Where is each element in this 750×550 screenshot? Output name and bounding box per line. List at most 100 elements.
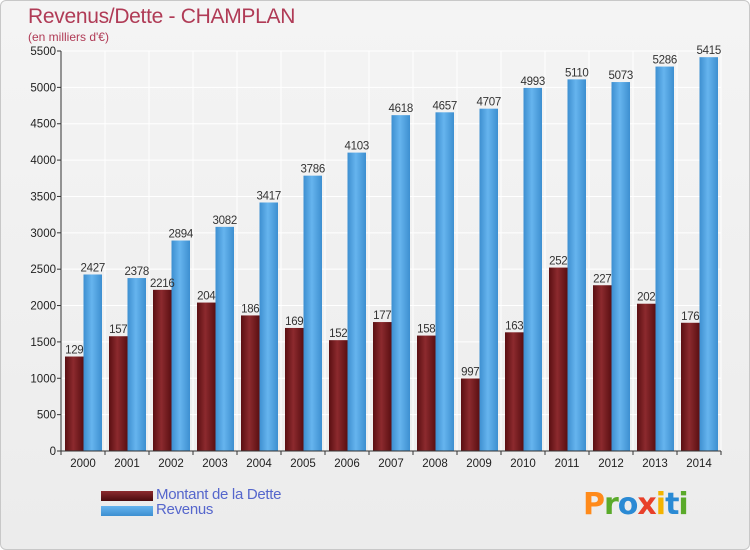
- x-tick-label: 2005: [290, 458, 316, 470]
- x-tick-label: 2010: [510, 458, 536, 470]
- data-label-revenue: 2894: [169, 229, 194, 241]
- data-label-debt: 202: [637, 292, 655, 304]
- data-label-debt: 152: [329, 328, 347, 340]
- data-label-debt: 997: [461, 366, 479, 378]
- bar-revenue: [127, 278, 146, 451]
- y-tick-label: 2500: [30, 264, 56, 276]
- bar-debt: [153, 289, 172, 451]
- data-label-revenue: 4618: [389, 103, 413, 115]
- bar-debt: [241, 315, 260, 451]
- data-label-revenue: 4103: [345, 141, 369, 153]
- data-label-debt: 204: [197, 291, 216, 303]
- y-tick-label: 1000: [30, 373, 56, 385]
- y-tick-label: 500: [37, 410, 56, 422]
- data-label-revenue: 3786: [301, 164, 325, 176]
- y-tick-label: 2000: [30, 301, 56, 313]
- x-tick-label: 2002: [158, 458, 184, 470]
- bar-revenue: [699, 57, 718, 451]
- data-label-debt: 157: [109, 324, 127, 336]
- data-label-debt: 2216: [150, 278, 174, 290]
- legend-label-debt: Montant de la Dette: [156, 486, 282, 503]
- logo-letter: x: [637, 487, 656, 522]
- x-tick-label: 2001: [114, 458, 140, 470]
- x-tick-label: 2004: [246, 458, 272, 470]
- bar-revenue: [215, 226, 234, 451]
- logo-letter: i: [678, 487, 688, 522]
- legend-label-revenue: Revenus: [156, 501, 214, 518]
- bar-debt: [505, 332, 524, 451]
- bar-debt: [329, 340, 348, 451]
- x-tick-label: 2011: [555, 458, 580, 470]
- bar-revenue: [523, 87, 542, 451]
- y-tick-label: 5500: [30, 46, 56, 58]
- x-tick-label: 2000: [70, 458, 96, 470]
- bar-debt: [549, 267, 568, 451]
- bar-revenue: [171, 240, 190, 451]
- data-label-revenue: 5286: [653, 55, 677, 67]
- logo-letter: o: [617, 487, 639, 522]
- data-label-revenue: 4657: [433, 100, 457, 112]
- bar-revenue: [479, 108, 498, 451]
- bar-debt: [681, 322, 700, 451]
- bar-revenue: [347, 152, 366, 451]
- data-label-revenue: 5110: [565, 67, 589, 79]
- x-tick-label: 2014: [686, 458, 712, 470]
- bar-debt: [593, 285, 612, 451]
- y-tick-label: 3500: [30, 191, 56, 203]
- x-tick-label: 2006: [334, 458, 360, 470]
- data-label-debt: 252: [549, 256, 567, 268]
- bar-debt: [109, 336, 128, 451]
- logo-letter: t: [665, 487, 679, 522]
- y-tick-label: 4000: [30, 155, 56, 167]
- y-tick-label: 1500: [30, 337, 56, 349]
- bar-revenue: [391, 115, 410, 452]
- bar-revenue: [83, 274, 102, 451]
- logo-letter: r: [604, 487, 619, 522]
- bar-revenue: [611, 82, 630, 452]
- bar-debt: [65, 356, 84, 451]
- bar-revenue: [655, 66, 674, 452]
- y-tick-label: 3000: [30, 228, 56, 240]
- y-tick-label: 0: [50, 446, 56, 458]
- y-tick-label: 4500: [30, 119, 56, 131]
- bar-debt: [417, 335, 436, 451]
- data-label-debt: 186: [241, 303, 259, 315]
- x-tick-label: 2007: [378, 458, 404, 470]
- data-label-debt: 227: [593, 273, 611, 285]
- data-label-revenue: 3082: [213, 215, 237, 227]
- data-label-revenue: 5415: [697, 45, 721, 57]
- x-tick-label: 2012: [598, 458, 624, 470]
- data-label-revenue: 2378: [125, 266, 149, 278]
- chart-title: Revenus/Dette - CHAMPLAN: [28, 5, 296, 28]
- legend-swatch-revenue: [101, 506, 153, 516]
- x-tick-label: 2009: [466, 458, 492, 470]
- bar-revenue: [259, 202, 278, 451]
- bar-debt: [285, 327, 304, 451]
- bar-revenue: [303, 175, 322, 451]
- data-label-debt: 158: [417, 324, 435, 336]
- y-tick-label: 5000: [30, 82, 56, 94]
- bar-debt: [637, 303, 656, 451]
- proxiti-logo: Proxiti: [583, 487, 689, 522]
- data-label-debt: 129: [65, 345, 83, 357]
- data-label-revenue: 2427: [81, 262, 105, 274]
- bar-debt: [461, 378, 480, 451]
- legend-swatch-debt: [101, 491, 153, 501]
- data-label-debt: 163: [505, 320, 523, 332]
- x-tick-label: 2008: [422, 458, 448, 470]
- bar-revenue: [435, 112, 454, 452]
- logo-letter: P: [583, 487, 605, 522]
- data-label-revenue: 3417: [257, 190, 281, 202]
- data-label-revenue: 4707: [477, 97, 501, 109]
- x-tick-label: 2013: [642, 458, 668, 470]
- logo-letter: i: [655, 487, 666, 522]
- data-label-debt: 176: [681, 311, 699, 323]
- data-label-revenue: 5073: [609, 70, 633, 82]
- data-label-debt: 177: [373, 310, 391, 322]
- x-tick-label: 2003: [202, 458, 228, 470]
- data-label-revenue: 4993: [521, 76, 545, 88]
- bar-debt: [373, 322, 392, 451]
- bar-debt: [197, 302, 216, 451]
